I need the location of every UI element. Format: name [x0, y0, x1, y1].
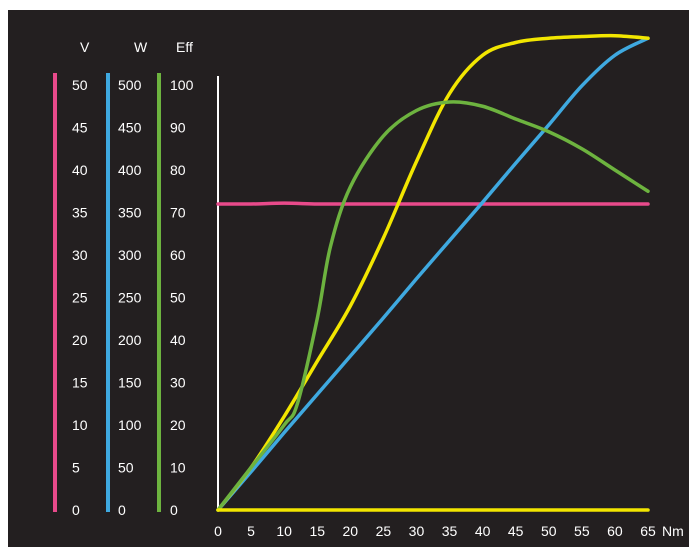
- x-tick-label: 25: [376, 523, 392, 539]
- axis-tick-label-eff: 100: [170, 77, 194, 93]
- axis-tick-label-w: 350: [118, 205, 142, 221]
- axis-tick-label-w: 250: [118, 290, 142, 306]
- series-line-0: [216, 201, 650, 206]
- axis-tick-label-v: 30: [72, 247, 88, 263]
- axis-tick-label-eff: 40: [170, 332, 186, 348]
- series-line-2: [216, 33, 650, 512]
- x-tick-label: 50: [541, 523, 557, 539]
- axis-header-v: V: [80, 39, 90, 55]
- axis-tick-label-eff: 20: [170, 417, 186, 433]
- axis-tick-label-v: 45: [72, 120, 88, 136]
- x-tick-label: 35: [442, 523, 458, 539]
- x-tick-label: 15: [309, 523, 325, 539]
- axis-tick-label-eff: 10: [170, 460, 186, 476]
- x-tick-label: 10: [276, 523, 292, 539]
- series-line-3: [216, 100, 650, 512]
- axis-tick-label-w: 400: [118, 162, 142, 178]
- series-line-1: [216, 36, 650, 512]
- axis-header-eff: Eff: [176, 39, 193, 55]
- axis-tick-label-eff: 60: [170, 247, 186, 263]
- x-tick-label: 20: [343, 523, 359, 539]
- x-tick-label: 30: [409, 523, 425, 539]
- chart-background: [8, 10, 689, 547]
- axis-tick-label-eff: 50: [170, 290, 186, 306]
- axis-tick-label-eff: 70: [170, 205, 186, 221]
- axis-header-w: W: [134, 39, 148, 55]
- axis-tick-label-v: 40: [72, 162, 88, 178]
- axis-tick-label-w: 100: [118, 417, 142, 433]
- axis-tick-label-eff: 0: [170, 502, 178, 518]
- axis-tick-label-v: 20: [72, 332, 88, 348]
- axis-tick-label-v: 10: [72, 417, 88, 433]
- x-tick-label: 5: [247, 523, 255, 539]
- axis-tick-label-v: 35: [72, 205, 88, 221]
- axis-tick-label-eff: 90: [170, 120, 186, 136]
- axis-tick-label-v: 0: [72, 502, 80, 518]
- x-tick-label: 60: [607, 523, 623, 539]
- axis-tick-label-v: 25: [72, 290, 88, 306]
- axis-tick-label-w: 300: [118, 247, 142, 263]
- x-tick-label: 45: [508, 523, 524, 539]
- x-tick-label: 65: [640, 523, 656, 539]
- axis-tick-label-w: 450: [118, 120, 142, 136]
- axis-tick-label-w: 50: [118, 460, 134, 476]
- x-axis-unit: Nm: [662, 523, 684, 539]
- axis-tick-label-w: 500: [118, 77, 142, 93]
- x-tick-label: 0: [214, 523, 222, 539]
- x-tick-label: 55: [574, 523, 590, 539]
- axis-tick-label-w: 0: [118, 502, 126, 518]
- axis-tick-label-v: 50: [72, 77, 88, 93]
- axis-tick-label-v: 5: [72, 460, 80, 476]
- axis-tick-label-eff: 30: [170, 375, 186, 391]
- axis-tick-label-eff: 80: [170, 162, 186, 178]
- x-tick-label: 40: [475, 523, 491, 539]
- axis-tick-label-w: 200: [118, 332, 142, 348]
- axis-tick-label-w: 150: [118, 375, 142, 391]
- axis-tick-label-v: 15: [72, 375, 88, 391]
